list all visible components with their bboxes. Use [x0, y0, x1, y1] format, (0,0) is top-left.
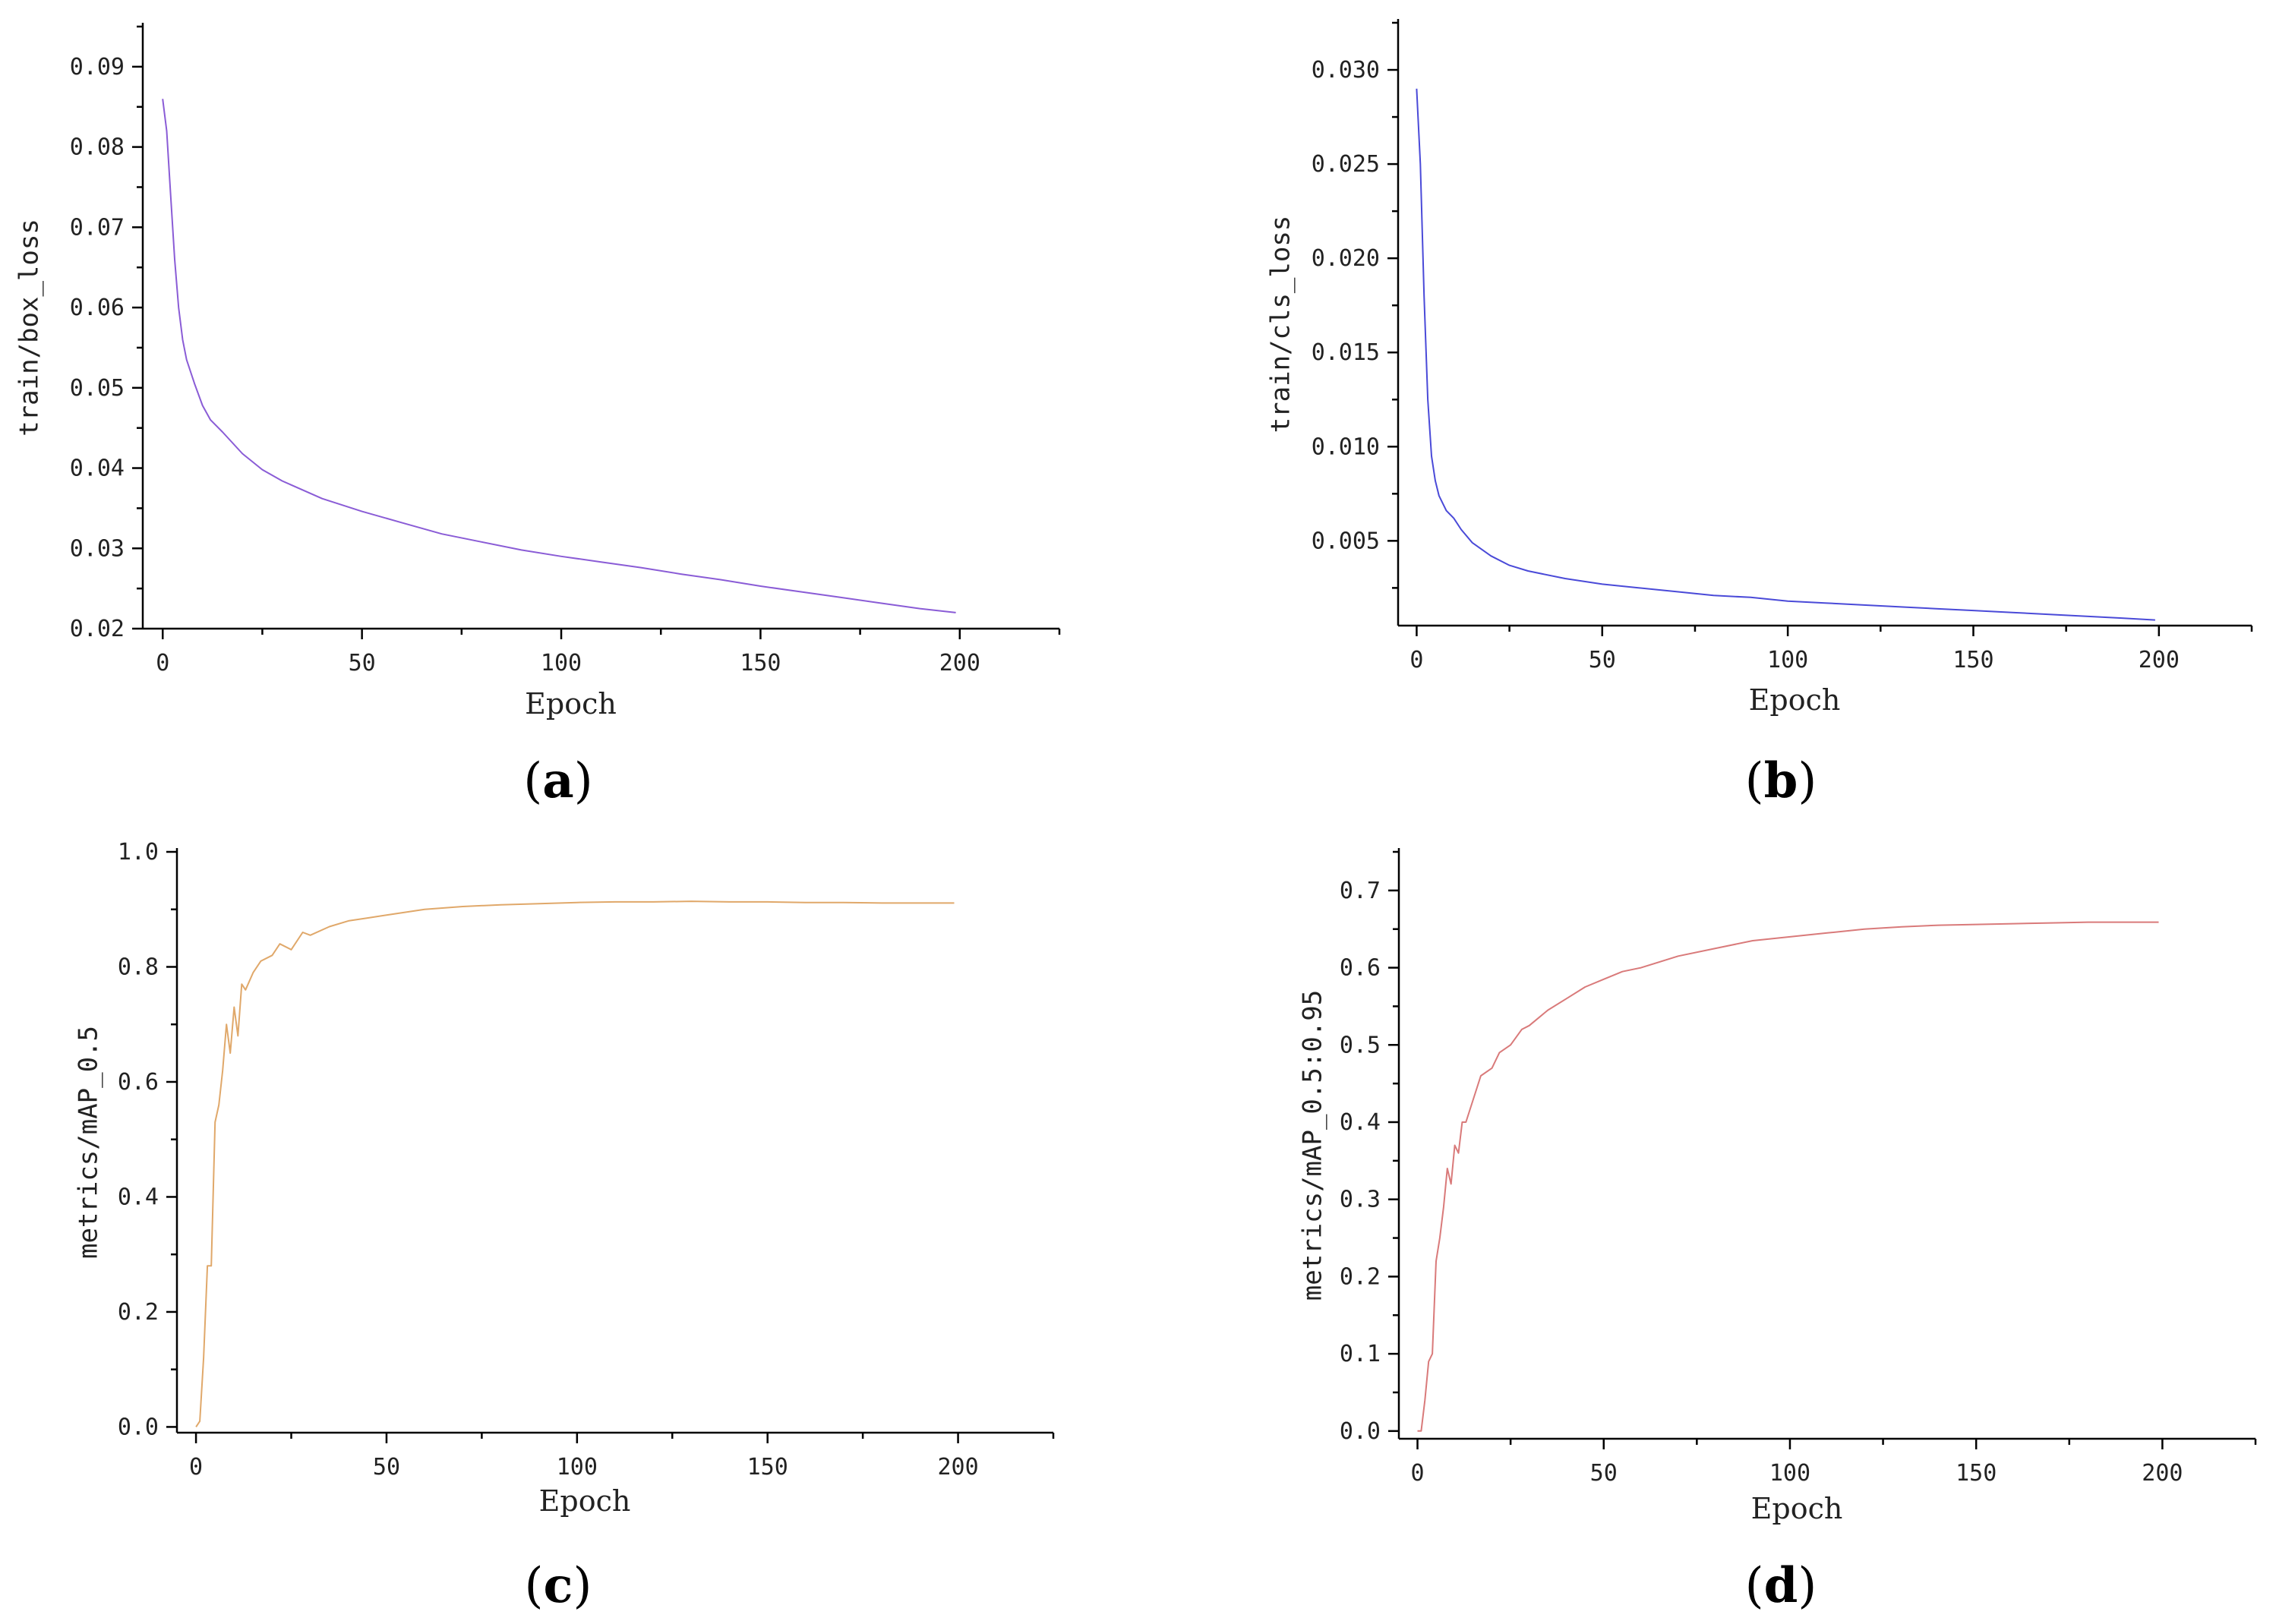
x-tick-label: 150 — [1952, 647, 1993, 673]
chart-panel-a: 0 50 100 150 200 0.02 0.03 0.04 0.05 0.06 0.07 0.08… — [14, 23, 1061, 809]
x-axis-title: Epoch — [539, 1484, 631, 1518]
y-axis-title: train/cls_loss — [1266, 216, 1296, 434]
y-tick-label: 0.015 — [1312, 339, 1380, 366]
y-tick-label: 0.020 — [1312, 245, 1380, 272]
y-axis-title: metrics/mAP_0.5 — [74, 1026, 104, 1259]
y-tick-label: 0.09 — [70, 54, 125, 80]
panel-caption: (d) — [1745, 1557, 1817, 1614]
x-tick-label: 50 — [1590, 1460, 1618, 1487]
x-tick-label: 100 — [1769, 1460, 1810, 1487]
y-tick-label: 0.030 — [1312, 57, 1380, 84]
panel-caption-letter: d — [1764, 1557, 1798, 1614]
y-tick-label: 0.0 — [1340, 1418, 1381, 1445]
x-tick-label: 0 — [1410, 1460, 1424, 1487]
y-tick-label: 0.8 — [118, 954, 159, 980]
y-axis-title: train/box_loss — [14, 219, 45, 437]
x-tick-label: 200 — [939, 650, 980, 676]
x-tick-label: 100 — [1767, 647, 1808, 673]
y-axis-title: metrics/mAP_0.5:0.95 — [1298, 990, 1328, 1301]
panel-caption: (b) — [1745, 752, 1817, 809]
x-tick-label: 0 — [156, 650, 169, 676]
y-tick-label: 0.025 — [1312, 151, 1380, 178]
panel-caption-letter: c — [544, 1557, 573, 1614]
series-line-d-0 — [1417, 921, 2159, 1432]
x-tick-label: 0 — [1409, 647, 1423, 673]
x-axis-title: Epoch — [1749, 683, 1841, 717]
x-tick-label: 150 — [1956, 1460, 1997, 1487]
x-tick-label: 0 — [189, 1454, 203, 1481]
panel-caption: (a) — [523, 752, 592, 809]
x-tick-label: 50 — [1589, 647, 1616, 673]
chart-panel-d: 0 50 100 150 200 0.0 0.1 0.2 0.3 0.4 0.5 0.6 0.7 metr… — [1298, 848, 2257, 1614]
y-tick-label: 0.07 — [70, 214, 125, 241]
panel-caption-letter: b — [1764, 752, 1798, 809]
x-axis-title: Epoch — [1751, 1492, 1843, 1525]
x-tick-label: 150 — [740, 650, 781, 676]
y-tick-label: 0.05 — [70, 375, 125, 402]
y-tick-label: 0.08 — [70, 134, 125, 161]
x-axis-title: Epoch — [525, 687, 617, 721]
y-tick-label: 0.005 — [1312, 528, 1380, 554]
x-tick-label: 200 — [2139, 647, 2180, 673]
x-tick-label: 100 — [541, 650, 582, 676]
y-tick-label: 1.0 — [118, 839, 159, 866]
y-tick-label: 0.2 — [118, 1299, 159, 1326]
panel-caption-letter: a — [542, 752, 573, 809]
y-tick-label: 0.7 — [1340, 878, 1381, 904]
y-tick-label: 0.4 — [1340, 1109, 1381, 1136]
x-tick-label: 150 — [747, 1454, 788, 1481]
y-tick-label: 0.03 — [70, 535, 125, 562]
y-tick-label: 0.3 — [1340, 1187, 1381, 1213]
x-tick-label: 200 — [937, 1454, 978, 1481]
series-line-b-0 — [1416, 88, 2155, 621]
y-tick-label: 0.6 — [1340, 955, 1381, 982]
y-tick-label: 0.04 — [70, 456, 125, 482]
y-tick-label: 0.5 — [1340, 1032, 1381, 1058]
y-tick-label: 0.0 — [118, 1414, 159, 1440]
panel-caption: (c) — [525, 1557, 592, 1614]
x-tick-label: 100 — [557, 1454, 598, 1481]
series-line-c-0 — [195, 900, 955, 1427]
x-tick-label: 200 — [2142, 1460, 2183, 1487]
y-tick-label: 0.010 — [1312, 434, 1380, 460]
y-tick-label: 0.06 — [70, 295, 125, 321]
chart-panel-c: 0 50 100 150 200 0.0 0.2 0.4 0.6 0.8 1.0 metrics/mA… — [74, 839, 1055, 1614]
x-tick-label: 50 — [373, 1454, 400, 1481]
y-tick-label: 0.4 — [118, 1184, 159, 1210]
y-tick-label: 0.02 — [70, 616, 125, 642]
chart-panel-b: 0 50 100 150 200 0.005 0.010 0.015 0.020 0.025 0.0… — [1266, 19, 2253, 809]
y-tick-label: 0.6 — [118, 1069, 159, 1096]
y-tick-label: 0.2 — [1340, 1263, 1381, 1290]
series-line-a-0 — [162, 99, 956, 613]
y-tick-label: 0.1 — [1340, 1341, 1381, 1367]
x-tick-label: 50 — [349, 650, 376, 676]
